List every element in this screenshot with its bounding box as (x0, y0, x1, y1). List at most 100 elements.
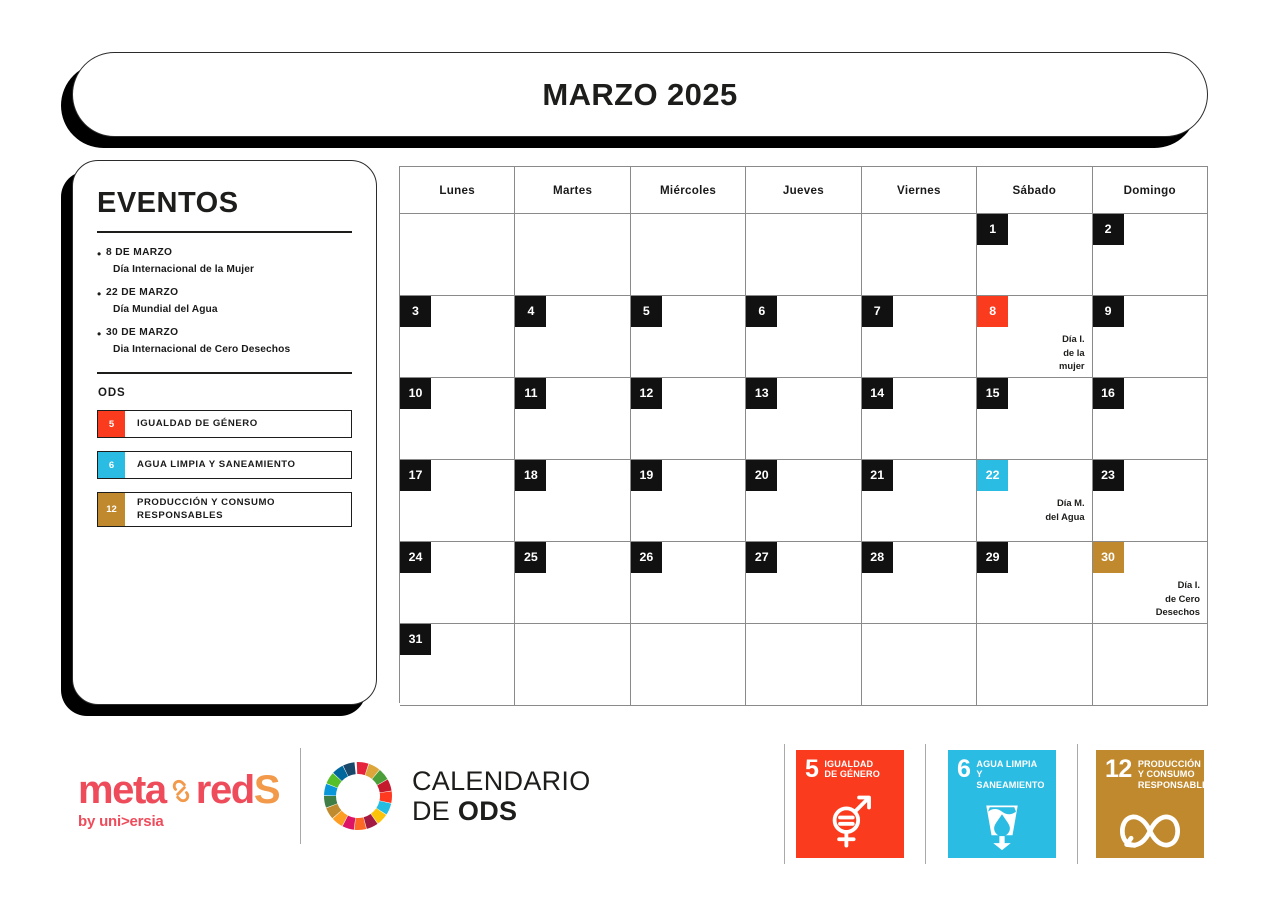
day-number: 19 (630, 460, 662, 491)
day-cell[interactable]: 2 (1092, 214, 1208, 296)
day-event-note: Día I. de Cero Desechos (1155, 579, 1200, 617)
footer-divider (1077, 744, 1079, 864)
weekday-header-4: Jueves (746, 167, 862, 214)
day-number: 17 (400, 460, 431, 491)
day-cell[interactable]: 6 (746, 296, 862, 378)
day-number: 8 (977, 296, 1009, 327)
day-number: 31 (400, 624, 431, 655)
event-date: 30 DE MARZO (106, 327, 179, 339)
list-item: • 22 DE MARZO Día Mundial del Agua (97, 286, 352, 317)
day-cell[interactable]: 18 (515, 460, 631, 542)
events-heading: EVENTOS (97, 187, 239, 219)
day-number: 14 (861, 378, 893, 409)
day-cell[interactable]: 31 (400, 624, 516, 706)
day-number: 16 (1092, 378, 1124, 409)
event-date: 22 DE MARZO (106, 287, 179, 299)
ods-legend-item-6: 6 AGUA LIMPIA Y SANEAMIENTO (97, 451, 352, 480)
heading-divider (97, 231, 352, 234)
metared-logo[interactable]: meta red S by uni>ersia (78, 768, 281, 830)
day-cell[interactable]: 26 (630, 542, 747, 624)
metared-s-text: S (253, 768, 281, 812)
day-cell[interactable]: 12 (630, 378, 747, 460)
day-cell-empty (746, 214, 862, 296)
footer-divider (925, 744, 927, 864)
day-cell-empty (515, 624, 631, 706)
day-cell[interactable]: 24 (400, 542, 516, 624)
day-cell[interactable]: 5 (630, 296, 747, 378)
bullet-icon: • (97, 287, 102, 302)
day-cell[interactable]: 28 (861, 542, 978, 624)
day-number: 7 (861, 296, 893, 327)
day-number: 18 (515, 460, 547, 491)
calendar-ods-line2: DE ODS (412, 796, 518, 826)
sdg-color-wheel-icon (318, 756, 398, 836)
day-cell[interactable]: 3 (400, 296, 516, 378)
day-number: 10 (400, 378, 431, 409)
sdg-name: IGUALDAD DE GÉNERO (824, 759, 880, 780)
gender-equality-icon (796, 793, 904, 851)
day-event-note: Día I. de la mujer (1059, 333, 1085, 371)
ods-legend-label: PRODUCCIÓN Y CONSUMO RESPONSABLES (137, 497, 276, 521)
day-cell-empty (1092, 624, 1208, 706)
day-number: 5 (630, 296, 662, 327)
month-header-banner: MARZO 2025 (72, 52, 1208, 137)
ods-legend-label: AGUA LIMPIA Y SANEAMIENTO (137, 458, 296, 470)
day-cell[interactable]: 25 (515, 542, 631, 624)
day-cell-empty (400, 214, 516, 296)
footer-divider (784, 744, 786, 864)
day-cell[interactable]: 10 (400, 378, 516, 460)
day-cell[interactable]: 11 (515, 378, 631, 460)
sdg-number: 6 (957, 755, 971, 783)
footer: meta red S by uni>ersia (0, 716, 1280, 904)
day-number: 22 (977, 460, 1009, 491)
ods-legend-item-5: 5 IGUALDAD DE GÉNERO (97, 410, 352, 439)
day-number: 25 (515, 542, 547, 573)
day-cell[interactable]: 13 (746, 378, 862, 460)
day-cell[interactable]: 22 Día M. del Agua (977, 460, 1093, 542)
sdg-tile-5[interactable]: 5 IGUALDAD DE GÉNERO (796, 750, 904, 858)
sdg-tile-12[interactable]: 12 PRODUCCIÓN Y CONSUMO RESPONSABLES (1096, 750, 1214, 858)
sdg-number: 5 (805, 755, 819, 783)
weekday-header-2: Martes (515, 167, 631, 214)
day-cell-empty (630, 214, 747, 296)
day-number: 28 (861, 542, 893, 573)
events-sidebar-card: EVENTOS • 8 DE MARZO Día Internacional d… (72, 160, 377, 705)
day-number: 12 (630, 378, 662, 409)
day-cell[interactable]: 30 Día I. de Cero Desechos (1092, 542, 1208, 624)
day-cell[interactable]: 20 (746, 460, 862, 542)
day-number: 15 (977, 378, 1009, 409)
day-number: 13 (746, 378, 778, 409)
day-cell[interactable]: 9 (1092, 296, 1208, 378)
day-number: 30 (1092, 542, 1124, 573)
day-cell[interactable]: 15 (977, 378, 1093, 460)
day-cell[interactable]: 8 Día I. de la mujer (977, 296, 1093, 378)
day-cell[interactable]: 14 (861, 378, 978, 460)
sdg-name: AGUA LIMPIA Y SANEAMIENTO (976, 759, 1045, 790)
day-number: 1 (977, 214, 1009, 245)
metared-subtitle: by uni>ersia (78, 813, 164, 830)
day-cell[interactable]: 16 (1092, 378, 1208, 460)
day-cell[interactable]: 1 (977, 214, 1093, 296)
infinity-recycle-icon (1096, 811, 1204, 851)
day-cell[interactable]: 27 (746, 542, 862, 624)
day-cell[interactable]: 19 (630, 460, 747, 542)
day-number: 29 (977, 542, 1009, 573)
weekday-header-7: Domingo (1092, 167, 1208, 214)
day-cell[interactable]: 23 (1092, 460, 1208, 542)
day-cell[interactable]: 7 (861, 296, 978, 378)
day-cell[interactable]: 21 (861, 460, 978, 542)
bullet-icon: • (97, 247, 102, 262)
day-number: 20 (746, 460, 778, 491)
weekday-header-6: Sábado (977, 167, 1093, 214)
day-cell[interactable]: 4 (515, 296, 631, 378)
day-cell[interactable]: 29 (977, 542, 1093, 624)
calendar-ods-logo[interactable]: CALENDARIO DE ODS (318, 756, 591, 836)
day-cell-empty (515, 214, 631, 296)
sdg-tile-6[interactable]: 6 AGUA LIMPIA Y SANEAMIENTO (948, 750, 1056, 858)
day-cell-empty (746, 624, 862, 706)
footer-divider (300, 748, 302, 844)
day-number: 4 (515, 296, 547, 327)
weekday-header-5: Viernes (861, 167, 978, 214)
day-cell[interactable]: 17 (400, 460, 516, 542)
sdg-name: PRODUCCIÓN Y CONSUMO RESPONSABLES (1137, 759, 1215, 790)
